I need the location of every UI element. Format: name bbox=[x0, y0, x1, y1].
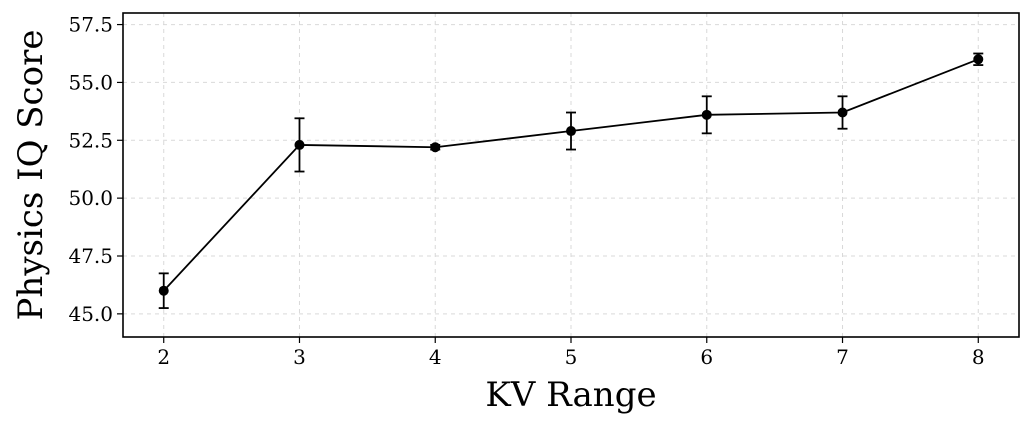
data-point bbox=[430, 142, 441, 153]
x-tick-label: 6 bbox=[700, 345, 713, 369]
y-tick-label: 50.0 bbox=[68, 186, 113, 210]
x-tick-label: 2 bbox=[157, 345, 170, 369]
x-tick-label: 8 bbox=[972, 345, 985, 369]
x-tick-label: 7 bbox=[836, 345, 849, 369]
x-tick-label: 3 bbox=[293, 345, 306, 369]
axis-ticks: 2 3 4 5 6 7 8 45.0 47.5 50.0 52.5 55.0 57.5 bbox=[68, 13, 984, 369]
y-tick-label: 47.5 bbox=[68, 244, 113, 268]
data-point bbox=[837, 107, 848, 118]
y-tick-label: 52.5 bbox=[68, 128, 113, 152]
data-point bbox=[566, 126, 576, 137]
x-axis-title: KV Range bbox=[485, 375, 656, 415]
data-series bbox=[158, 52, 984, 309]
x-tick-label: 5 bbox=[565, 345, 578, 369]
data-point bbox=[294, 139, 305, 150]
y-tick-label: 57.5 bbox=[68, 13, 113, 37]
y-tick-label: 55.0 bbox=[68, 70, 113, 94]
data-point bbox=[158, 285, 169, 296]
x-tick-label: 4 bbox=[429, 345, 442, 369]
data-point bbox=[701, 109, 712, 120]
grid-lines bbox=[123, 13, 1019, 337]
y-tick-label: 45.0 bbox=[68, 302, 113, 326]
plot-frame bbox=[122, 12, 1020, 338]
data-point bbox=[973, 54, 984, 65]
y-axis-title: Physics IQ Score bbox=[11, 30, 51, 321]
